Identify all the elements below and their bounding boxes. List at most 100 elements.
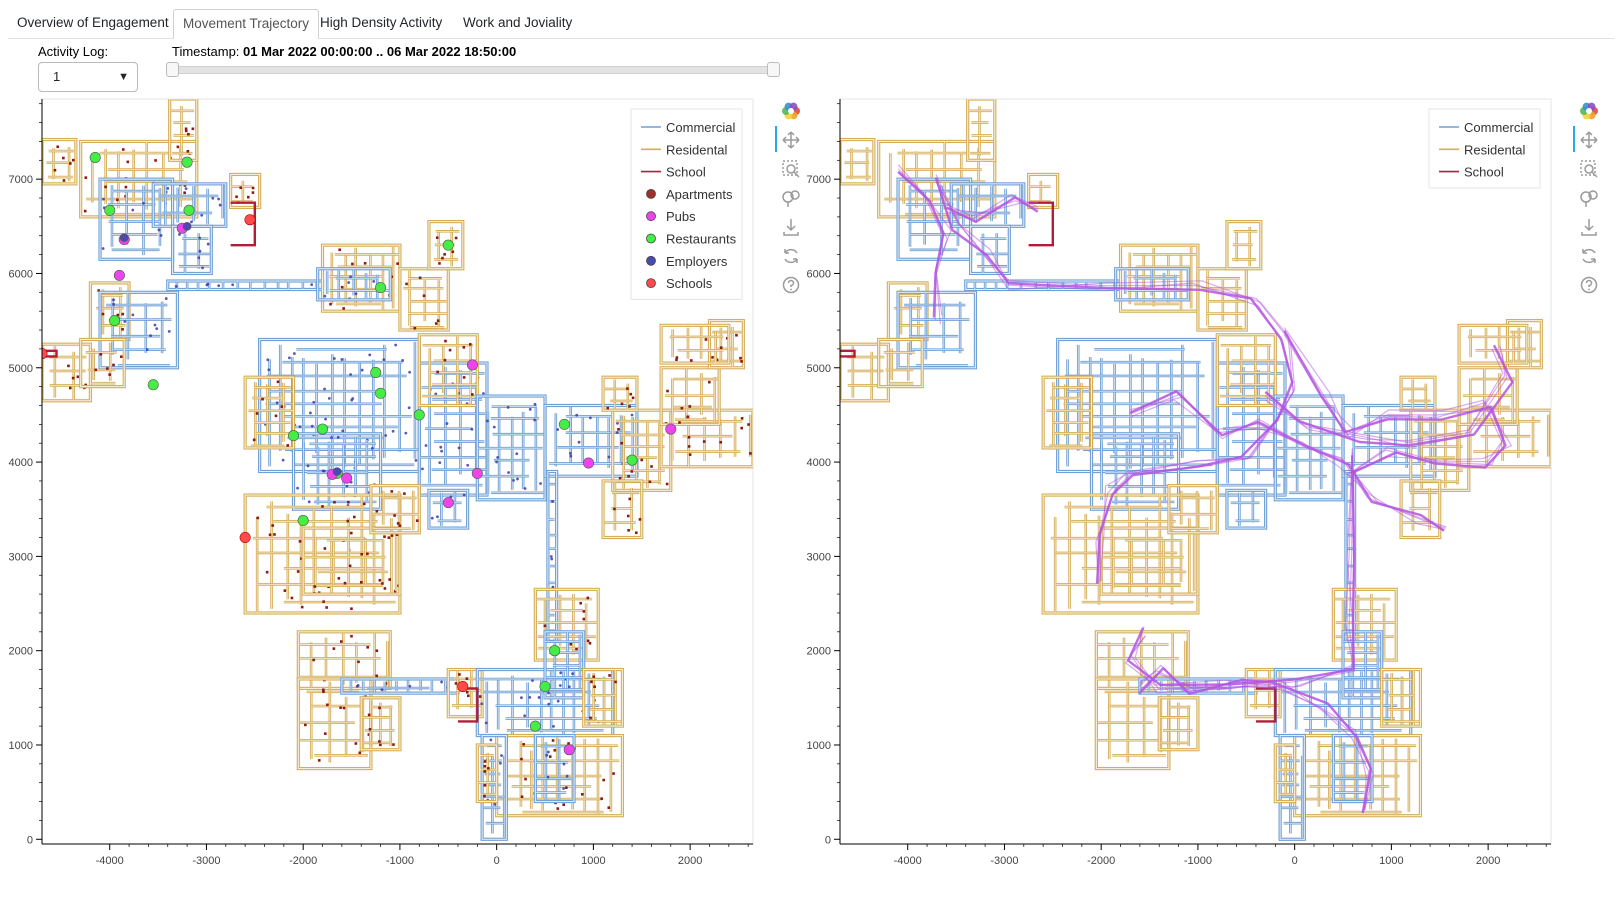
slider-start-handle[interactable] — [166, 62, 179, 77]
legend-item-residental[interactable]: Residental — [1439, 142, 1526, 157]
commercial-district — [170, 224, 213, 276]
legend-item-restaurants[interactable]: Restaurants — [646, 232, 737, 247]
pubs-marker[interactable] — [563, 744, 575, 756]
apartment-marker — [375, 674, 378, 678]
employer-marker — [380, 688, 384, 692]
restaurants-marker[interactable] — [109, 315, 121, 327]
tab-movement-trajectory[interactable]: Movement Trajectory — [173, 9, 320, 39]
restaurants-marker[interactable] — [317, 423, 329, 435]
pubs-marker[interactable] — [471, 467, 483, 479]
pubs-marker[interactable] — [341, 472, 353, 484]
legend-item-school[interactable]: School — [641, 165, 706, 180]
apartment-marker — [689, 359, 693, 362]
employer-marker — [568, 685, 571, 689]
apartment-marker — [378, 740, 381, 743]
bokeh-logo-icon[interactable] — [1577, 99, 1601, 123]
restaurants-marker[interactable] — [413, 409, 425, 421]
apartment-marker — [352, 515, 356, 519]
restaurants-marker[interactable] — [297, 515, 309, 527]
y-tick-label: 7000 — [807, 174, 831, 186]
restaurants-marker[interactable] — [529, 720, 541, 732]
legend-item-school[interactable]: School — [1439, 165, 1504, 180]
pan-icon[interactable] — [779, 128, 803, 152]
apartment-marker — [487, 767, 490, 770]
apartment-marker — [483, 794, 486, 798]
apartment-marker — [483, 770, 487, 773]
box-zoom-icon[interactable] — [1577, 157, 1601, 181]
restaurants-marker[interactable] — [375, 387, 387, 399]
apartment-marker — [586, 596, 590, 600]
schools-marker[interactable] — [37, 348, 48, 360]
y-tick-label: 3000 — [9, 551, 33, 563]
residential-district — [601, 479, 644, 540]
pubs-marker[interactable] — [442, 497, 454, 509]
employer-marker — [345, 484, 349, 488]
tab-work-and-joviality[interactable]: Work and Joviality — [463, 15, 573, 30]
apartment-marker — [339, 706, 342, 709]
pubs-marker[interactable] — [113, 269, 125, 281]
employers-marker[interactable] — [119, 233, 129, 242]
reset-icon[interactable] — [1577, 244, 1601, 268]
restaurants-marker[interactable] — [104, 204, 116, 216]
slider-end-handle[interactable] — [767, 62, 780, 77]
timestamp-range-slider[interactable] — [166, 62, 780, 77]
restaurants-marker[interactable] — [181, 156, 193, 168]
help-icon[interactable] — [1577, 273, 1601, 297]
restaurants-marker[interactable] — [558, 418, 570, 430]
employers-marker[interactable] — [332, 467, 342, 476]
activity-log-select[interactable]: 1 ▼ — [38, 62, 138, 92]
employer-marker — [391, 429, 395, 433]
legend-item-commercial[interactable]: Commercial — [1439, 120, 1533, 135]
pan-icon[interactable] — [1577, 128, 1601, 152]
employers-marker[interactable] — [182, 222, 192, 231]
wheel-zoom-icon[interactable] — [1577, 186, 1601, 210]
x-tick-label: 2000 — [1476, 855, 1500, 867]
restaurants-marker[interactable] — [442, 239, 454, 251]
restaurants-marker[interactable] — [539, 681, 551, 693]
legend-item-residental[interactable]: Residental — [641, 142, 728, 157]
district-outline-inner — [1245, 669, 1281, 718]
restaurants-marker[interactable] — [375, 282, 387, 294]
save-icon[interactable] — [779, 215, 803, 239]
apartment-marker — [612, 772, 615, 775]
restaurants-marker[interactable] — [147, 379, 159, 391]
tab-overview-of-engagement[interactable]: Overview of Engagement — [17, 15, 169, 30]
reset-icon[interactable] — [779, 244, 803, 268]
legend-item-commercial[interactable]: Commercial — [641, 120, 735, 135]
apartment-marker — [444, 339, 447, 343]
pubs-marker[interactable] — [466, 359, 478, 371]
restaurants-marker[interactable] — [370, 366, 382, 378]
restaurants-marker[interactable] — [626, 454, 638, 466]
tab-high-density-activity[interactable]: High Density Activity — [320, 15, 443, 30]
map-plot-left[interactable]: -4000 -3000 -2000 -1000 0 1000 2000 0 1000 2000 30… — [0, 96, 790, 911]
pubs-marker[interactable] — [583, 457, 595, 469]
bokeh-logo-icon[interactable] — [779, 99, 803, 123]
apartment-marker — [71, 376, 75, 380]
street-network — [840, 99, 1551, 841]
apartment-marker — [648, 480, 652, 484]
wheel-zoom-icon[interactable] — [779, 186, 803, 210]
apartment-marker — [680, 406, 684, 410]
schools-marker[interactable] — [244, 214, 256, 226]
legend-item-pubs[interactable]: Pubs — [646, 209, 697, 224]
restaurants-marker[interactable] — [183, 204, 195, 216]
employer-marker — [153, 323, 157, 327]
box-zoom-icon[interactable] — [779, 157, 803, 181]
slider-track[interactable] — [166, 66, 780, 74]
legend-item-schools[interactable]: Schools — [646, 276, 713, 291]
restaurants-marker[interactable] — [549, 645, 561, 657]
apartment-marker — [688, 405, 692, 408]
district-outline-inner — [660, 324, 730, 364]
legend-item-employers[interactable]: Employers — [646, 254, 728, 269]
schools-marker[interactable] — [239, 532, 251, 544]
apartment-marker — [99, 353, 103, 356]
schools-marker[interactable] — [457, 681, 469, 693]
restaurants-marker[interactable] — [89, 151, 101, 163]
save-icon[interactable] — [1577, 215, 1601, 239]
y-tick-label: 2000 — [9, 646, 33, 658]
legend-item-apartments[interactable]: Apartments — [646, 187, 733, 202]
restaurants-marker[interactable] — [288, 430, 300, 442]
pubs-marker[interactable] — [665, 423, 677, 435]
map-plot-right[interactable]: -4000 -3000 -2000 -1000 0 1000 2000 0 1000 2000 30… — [798, 96, 1588, 911]
help-icon[interactable] — [779, 273, 803, 297]
